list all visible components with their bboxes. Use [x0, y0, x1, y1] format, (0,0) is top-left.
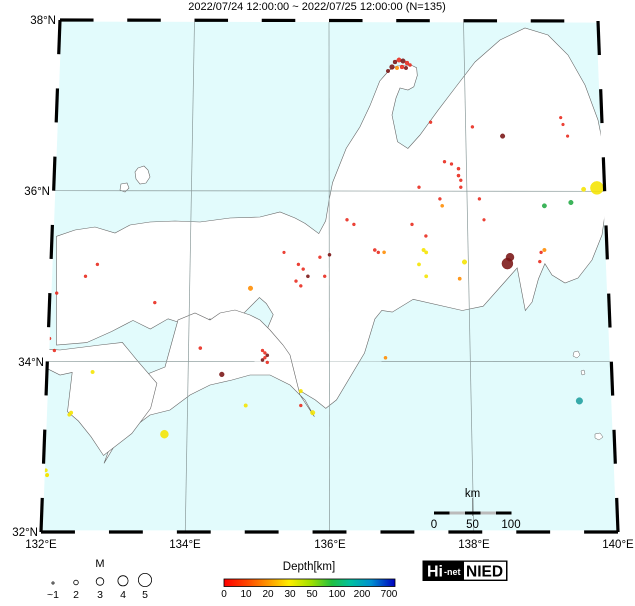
svg-text:10: 10: [240, 589, 252, 600]
svg-text:50: 50: [306, 589, 318, 600]
svg-text:Hi: Hi: [427, 564, 443, 581]
svg-text:2: 2: [73, 589, 79, 601]
svg-text:30: 30: [284, 589, 296, 600]
svg-text:32°N: 32°N: [12, 527, 38, 539]
svg-text:0: 0: [221, 589, 227, 600]
svg-text:100: 100: [329, 589, 346, 600]
svg-text:36°N: 36°N: [24, 186, 50, 198]
svg-text:km: km: [465, 488, 480, 500]
svg-text:138°E: 138°E: [458, 539, 490, 551]
svg-text:20: 20: [262, 589, 274, 600]
svg-text:100: 100: [501, 519, 520, 531]
svg-text:2022/07/24 12:00:00 ~ 2022/07/: 2022/07/24 12:00:00 ~ 2022/07/25 12:00:0…: [188, 1, 446, 13]
svg-text:5: 5: [142, 589, 148, 601]
svg-text:NIED: NIED: [466, 564, 503, 581]
svg-text:4: 4: [120, 589, 126, 601]
svg-text:0: 0: [431, 519, 437, 531]
svg-text:140°E: 140°E: [602, 539, 634, 551]
svg-text:M: M: [95, 558, 104, 570]
svg-text:136°E: 136°E: [314, 539, 346, 551]
svg-text:-net: -net: [444, 567, 461, 577]
svg-text:700: 700: [381, 589, 398, 600]
svg-text:200: 200: [354, 589, 371, 600]
svg-text:3: 3: [97, 589, 103, 601]
svg-text:134°E: 134°E: [169, 539, 201, 551]
svg-text:~1: ~1: [47, 589, 59, 601]
svg-text:132°E: 132°E: [25, 539, 57, 551]
svg-text:50: 50: [466, 519, 479, 531]
svg-text:38°N: 38°N: [30, 15, 56, 27]
svg-text:34°N: 34°N: [18, 357, 44, 369]
svg-text:Depth[km]: Depth[km]: [283, 561, 335, 573]
